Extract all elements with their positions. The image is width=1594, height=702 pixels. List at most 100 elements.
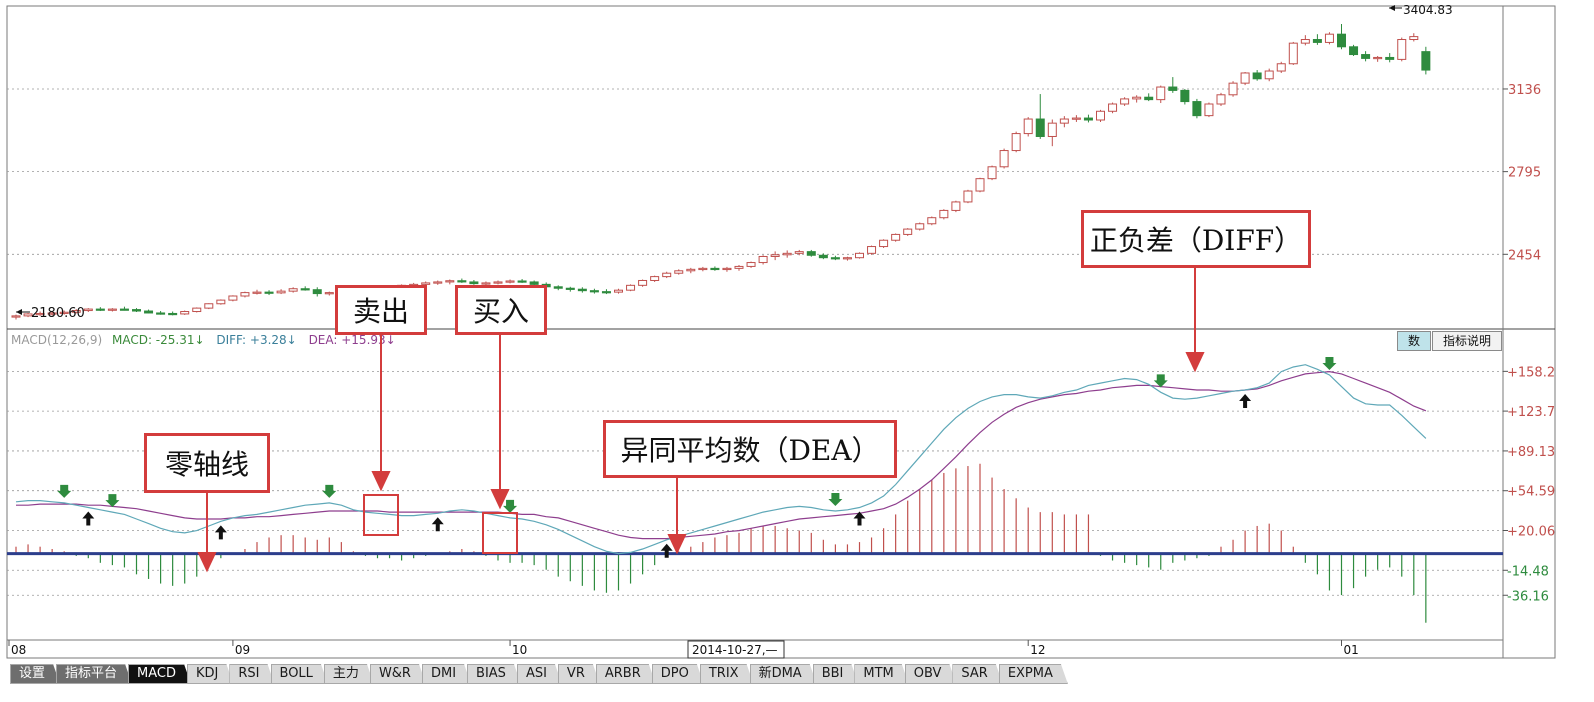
candle xyxy=(830,255,840,261)
candle xyxy=(1132,95,1142,103)
candle xyxy=(734,264,744,271)
tab-19[interactable]: SAR xyxy=(952,664,1002,684)
tab-4[interactable]: RSI xyxy=(229,664,274,684)
candle xyxy=(1023,117,1033,137)
indicator-description-button[interactable]: 指标说明 xyxy=(1432,331,1502,351)
candle-body xyxy=(963,190,973,203)
candle-body xyxy=(433,281,443,284)
candle xyxy=(686,267,696,274)
candle-body xyxy=(1204,103,1214,117)
candle-body xyxy=(1168,86,1178,91)
tab-5[interactable]: BOLL xyxy=(271,664,328,684)
candle-body xyxy=(1132,96,1142,100)
candle-body xyxy=(1071,117,1081,120)
candle-body xyxy=(1180,89,1190,103)
candle-body xyxy=(806,251,816,256)
macd-down-arrow-icon: ↓ xyxy=(194,333,204,347)
candle-body xyxy=(1059,118,1069,124)
candle xyxy=(71,309,81,314)
candle-body xyxy=(1216,94,1226,105)
candle xyxy=(806,249,816,257)
candle-body xyxy=(927,217,937,225)
candle xyxy=(228,295,238,302)
candle-body xyxy=(228,295,238,301)
candle xyxy=(1240,72,1250,86)
candle-body xyxy=(180,311,190,315)
candle-body xyxy=(939,209,949,219)
sell-arrow-icon xyxy=(503,499,518,513)
tab-17[interactable]: MTM xyxy=(854,664,908,684)
candle xyxy=(107,308,117,312)
candle-body xyxy=(1361,54,1371,59)
candle-body xyxy=(517,280,527,283)
tab-11[interactable]: VR xyxy=(558,664,600,684)
cursor-date-box xyxy=(687,640,785,659)
candle-body xyxy=(818,254,828,259)
date-tick-label: 12 xyxy=(1030,643,1045,657)
candle xyxy=(698,266,708,272)
candle-body xyxy=(698,267,708,271)
tab-18[interactable]: OBV xyxy=(905,664,957,684)
tab-14[interactable]: TRIX xyxy=(700,664,754,684)
candle xyxy=(445,279,455,285)
candle-body xyxy=(1108,103,1118,112)
candle-body xyxy=(638,279,648,286)
tab-6[interactable]: 主力 xyxy=(324,664,374,684)
candle xyxy=(156,311,166,315)
candle-body xyxy=(35,312,45,316)
candle-body xyxy=(710,267,720,271)
tab-2[interactable]: MACD xyxy=(128,664,191,684)
candle-body xyxy=(1324,33,1334,43)
candle xyxy=(1409,33,1419,42)
tab-7[interactable]: W&R xyxy=(370,664,426,684)
annotation-dea: 异同平均数（DEA） xyxy=(603,420,897,478)
annotation-arrows xyxy=(197,268,1205,573)
candle-body xyxy=(324,292,334,295)
candle xyxy=(1337,24,1346,50)
tab-15[interactable]: 新DMA xyxy=(750,664,817,684)
candle xyxy=(517,279,527,283)
macd-histogram xyxy=(15,463,1427,623)
candle xyxy=(1385,53,1395,63)
candle-body xyxy=(276,290,286,294)
tab-1[interactable]: 指标平台 xyxy=(56,664,132,684)
candle-body xyxy=(168,312,178,316)
price-tick-label: 2795 xyxy=(1508,166,1541,181)
tab-10[interactable]: ASI xyxy=(517,664,562,684)
candle-body xyxy=(95,308,105,311)
candle xyxy=(469,280,479,285)
tab-0[interactable]: 设置 xyxy=(10,664,60,684)
diff-down-arrow-icon: ↓ xyxy=(287,333,297,347)
dea-value-label: DEA: +15.93 xyxy=(309,333,386,347)
tab-20[interactable]: EXPMA xyxy=(999,664,1068,684)
candle-body xyxy=(144,310,154,314)
tab-13[interactable]: DPO xyxy=(652,664,704,684)
candle-body xyxy=(312,289,322,295)
candle-body xyxy=(867,246,877,254)
candle-body xyxy=(132,309,141,312)
tab-8[interactable]: DMI xyxy=(422,664,471,684)
candle-body xyxy=(300,288,310,291)
candle xyxy=(963,189,973,204)
shu-button[interactable]: 数 xyxy=(1397,331,1431,351)
buy-arrow-icon xyxy=(660,543,673,558)
candle xyxy=(59,310,69,315)
date-tick-label: 10 xyxy=(512,643,527,657)
tab-3[interactable]: KDJ xyxy=(187,664,233,684)
tab-12[interactable]: ARBR xyxy=(596,664,656,684)
candle xyxy=(1361,51,1371,62)
candle-body xyxy=(83,308,93,312)
candle xyxy=(1071,115,1081,122)
candle-body xyxy=(1349,46,1359,56)
candle xyxy=(312,287,322,297)
candle xyxy=(1252,70,1262,81)
candle xyxy=(1156,85,1166,104)
candle xyxy=(83,308,93,312)
candle-body xyxy=(1264,70,1274,80)
tab-9[interactable]: BIAS xyxy=(467,664,521,684)
tab-16[interactable]: BBI xyxy=(813,664,859,684)
annotation-sell: 卖出 xyxy=(335,285,427,335)
candle xyxy=(1276,61,1286,73)
candle-body xyxy=(107,308,117,311)
candle xyxy=(252,289,262,295)
